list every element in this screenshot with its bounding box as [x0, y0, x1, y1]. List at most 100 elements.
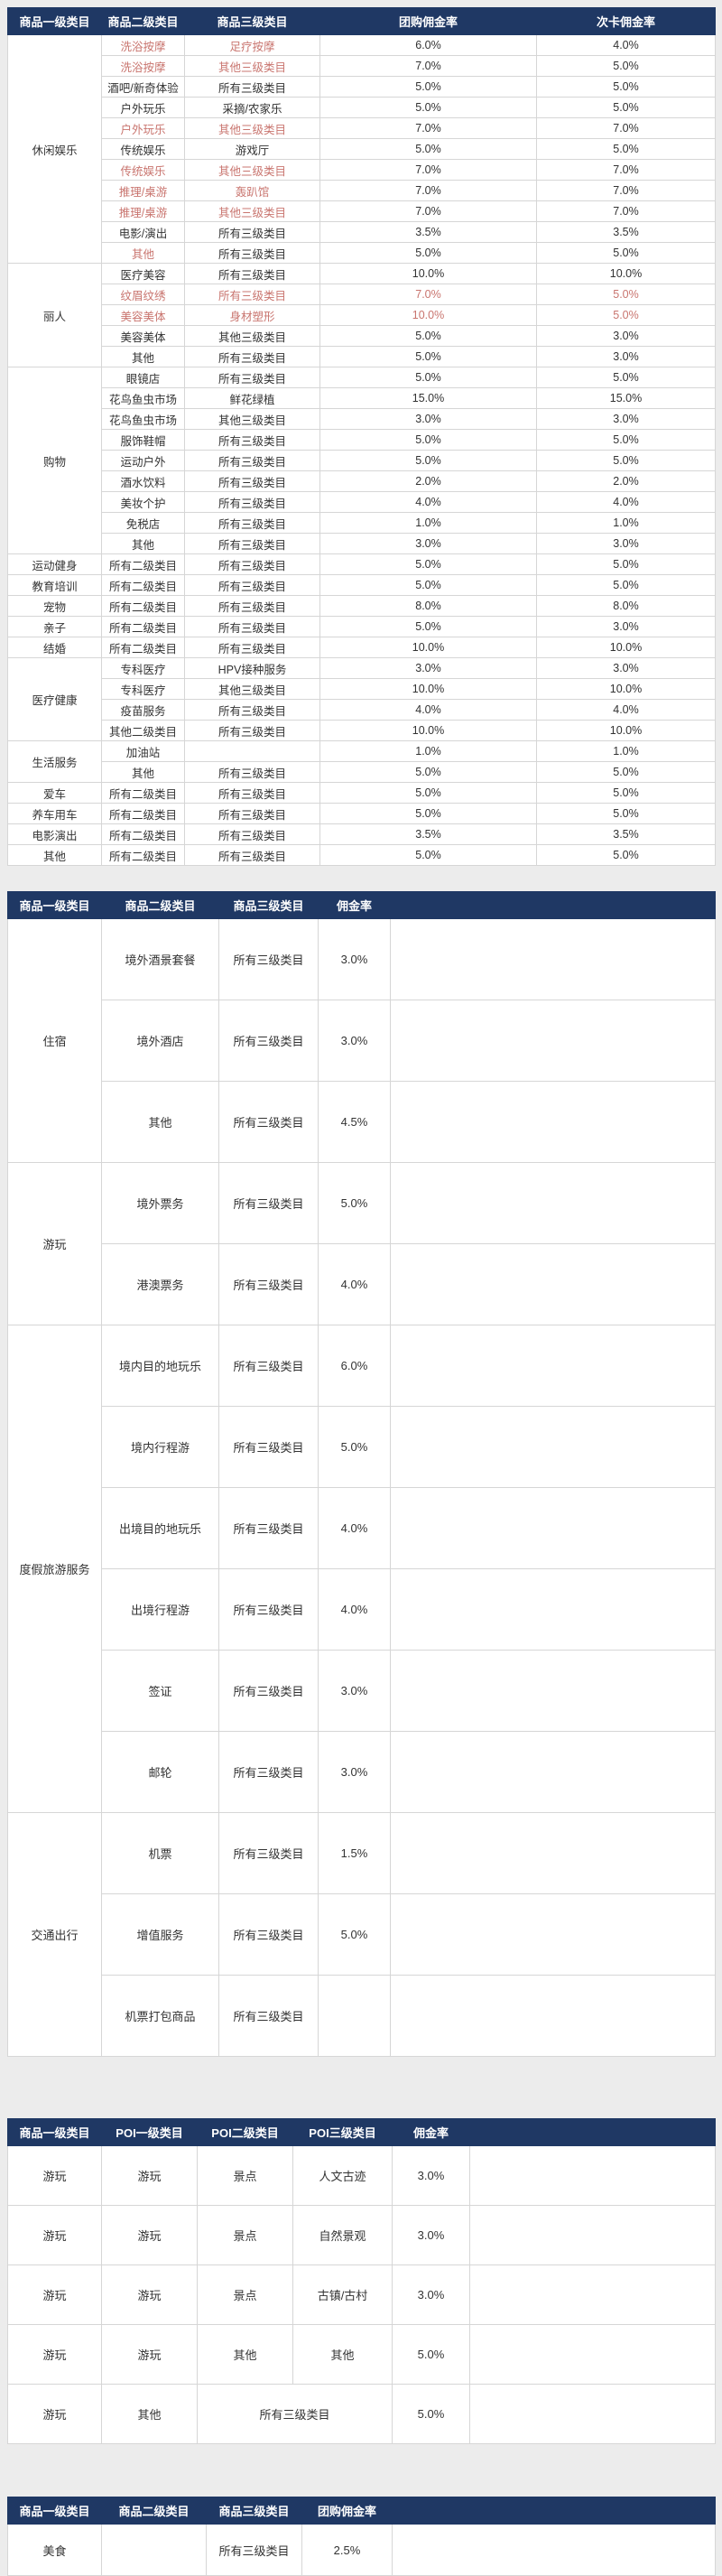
table-cell: 医疗美容 — [101, 263, 185, 284]
table-cell: 运动健身 — [7, 553, 102, 575]
table-row: 出境行程游 所有三级类目 4.0% — [8, 1568, 716, 1651]
table-cell: 5.0% — [319, 553, 537, 575]
table-cell: 结婚 — [7, 637, 102, 658]
table-cell: 所有三级类目 — [218, 918, 319, 1000]
table-cell: 所有三级类目 — [218, 1406, 319, 1488]
table-cell: 所有三级类目 — [184, 782, 320, 804]
table-cell: 景点 — [197, 2145, 293, 2206]
table-row: 推理/桌游 轰趴馆 7.0% 7.0% — [8, 180, 716, 201]
table-cell: 所有三级类目 — [218, 1000, 319, 1082]
table-cell: 加油站 — [101, 740, 185, 762]
table-row: 其他 所有三级类目 4.5% — [8, 1081, 716, 1163]
table-cell: 所有三级类目 — [184, 823, 320, 845]
table-cell: 所有二级类目 — [101, 844, 185, 866]
table-cell — [390, 1325, 716, 1407]
table-cell: 所有三级类目 — [184, 491, 320, 513]
table-cell: 亲子 — [7, 616, 102, 637]
travel-commission-table: 商品一级类目 商品二级类目 商品三级类目 佣金率 住宿 境外酒景套餐 所有三级类目 3.0% 境… — [7, 891, 716, 2057]
table-cell: 美妆个护 — [101, 491, 185, 513]
table-row: 教育培训 所有二级类目 所有三级类目 5.0% 5.0% — [7, 574, 716, 596]
table-cell: 购物 — [7, 367, 102, 554]
table-cell: 10.0% — [319, 263, 537, 284]
table-row: 美容美体 身材塑形 10.0% 5.0% — [8, 304, 716, 326]
table-row: 游玩 境外票务 所有三级类目 5.0% — [7, 1162, 716, 1325]
table-row: 花鸟鱼虫市场 其他三级类目 3.0% 3.0% — [8, 408, 716, 430]
table-row: 购物 眼镜店 所有三级类目 5.0% 5.0% — [7, 367, 716, 554]
table-cell: 7.0% — [319, 159, 537, 181]
table-cell: 3.0% — [318, 1650, 391, 1732]
table-row: 户外玩乐 其他三级类目 7.0% 7.0% — [8, 117, 716, 139]
table-row: 境内行程游 所有三级类目 5.0% — [8, 1406, 716, 1488]
table-cell: 5.0% — [319, 242, 537, 264]
table-cell: 教育培训 — [7, 574, 102, 596]
table-row: 服饰鞋帽 所有三级类目 5.0% 5.0% — [8, 429, 716, 451]
table-cell: 5.0% — [536, 367, 716, 388]
table-cell: 电影演出 — [7, 823, 102, 845]
table-cell: 5.0% — [536, 284, 716, 305]
table-row: 电影/演出 所有三级类目 3.5% 3.5% — [8, 221, 716, 243]
table-cell: 所有三级类目 — [197, 2384, 393, 2444]
table-row: 生活服务 加油站 1.0% 1.0% — [7, 740, 716, 783]
column-header: 商品三级类目 — [206, 2497, 302, 2525]
table-cell: 洗浴按摩 — [101, 55, 185, 77]
table-cell: 10.0% — [319, 720, 537, 741]
table-cell: 10.0% — [319, 304, 537, 326]
table-row: 机票打包商品 所有三级类目 — [8, 1975, 716, 2057]
table-cell: 1.0% — [536, 740, 716, 762]
table-cell — [390, 1650, 716, 1732]
table-cell: 其他 — [292, 2324, 393, 2385]
table-cell: 其他三级类目 — [184, 408, 320, 430]
table-cell: 5.0% — [392, 2324, 470, 2385]
table-row: 酒吧/新奇体验 所有三级类目 5.0% 5.0% — [8, 76, 716, 98]
table-row: 户外玩乐 采摘/农家乐 5.0% 5.0% — [8, 97, 716, 118]
table-cell: 游玩 — [7, 2264, 102, 2325]
table-cell: 所有二级类目 — [101, 637, 185, 658]
table-cell: 推理/桌游 — [101, 180, 185, 201]
table-cell: 4.0% — [319, 491, 537, 513]
table-cell: 游戏厅 — [184, 138, 320, 160]
table-cell — [390, 1243, 716, 1325]
table-cell — [184, 740, 320, 762]
table-cell: 5.0% — [319, 616, 537, 637]
column-header: POI二级类目 — [197, 2118, 293, 2146]
table-row: 疫苗服务 所有三级类目 4.0% 4.0% — [8, 699, 716, 721]
table-cell: 5.0% — [536, 761, 716, 783]
table-cell: 其他三级类目 — [184, 117, 320, 139]
table-cell: 户外玩乐 — [101, 117, 185, 139]
table-cell: 3.0% — [319, 533, 537, 554]
table-cell: 3.0% — [392, 2145, 470, 2206]
table-cell: 3.5% — [536, 823, 716, 845]
table-cell: 专科医疗 — [101, 657, 185, 679]
table-cell: 所有三级类目 — [184, 720, 320, 741]
table-cell: 7.0% — [536, 180, 716, 201]
table-cell — [390, 1812, 716, 1894]
table-cell: 3.0% — [536, 346, 716, 367]
table-cell: 1.5% — [318, 1812, 391, 1894]
table-cell: 交通出行 — [7, 1812, 102, 2057]
table-cell: 5.0% — [536, 304, 716, 326]
column-header: 商品二级类目 — [101, 2497, 207, 2525]
table-cell: 所有三级类目 — [218, 1325, 319, 1407]
table-cell: 8.0% — [536, 595, 716, 617]
table-cell: 5.0% — [319, 844, 537, 866]
table-row: 免税店 所有三级类目 1.0% 1.0% — [8, 512, 716, 534]
table-cell: 所有三级类目 — [184, 844, 320, 866]
goods-commission-table: 商品一级类目 商品二级类目 商品三级类目 团购佣金率 次卡佣金率 休闲娱乐 洗浴按摩 足疗按摩… — [7, 7, 716, 866]
table-cell: 所有三级类目 — [218, 1162, 319, 1244]
table-cell: 所有三级类目 — [218, 1893, 319, 1976]
table-cell: 增值服务 — [101, 1893, 219, 1976]
table-row: 养车用车 所有二级类目 所有三级类目 5.0% 5.0% — [7, 803, 716, 824]
food-commission-table: 商品一级类目 商品二级类目 商品三级类目 团购佣金率 美食 所有三级类目 2.5% — [7, 2497, 716, 2576]
table-cell: 其他 — [7, 844, 102, 866]
table-cell — [469, 2264, 716, 2325]
table-cell: 所有三级类目 — [218, 1731, 319, 1813]
table-row: 传统娱乐 游戏厅 5.0% 5.0% — [8, 138, 716, 160]
column-header: 商品一级类目 — [7, 7, 102, 35]
table-row: 结婚 所有二级类目 所有三级类目 10.0% 10.0% — [7, 637, 716, 658]
table-cell: 所有二级类目 — [101, 553, 185, 575]
table-cell: 5.0% — [536, 553, 716, 575]
table-cell — [469, 2324, 716, 2385]
table-row: 其他 所有三级类目 3.0% 3.0% — [8, 533, 716, 554]
table-cell: 5.0% — [319, 429, 537, 451]
